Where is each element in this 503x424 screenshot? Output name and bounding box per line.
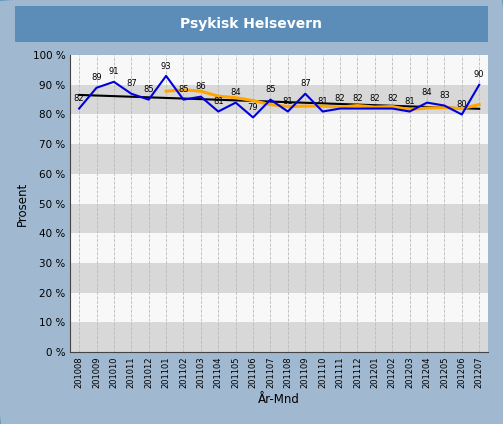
Bar: [70, 114, 488, 144]
Text: 83: 83: [439, 91, 450, 100]
Text: 82: 82: [370, 94, 380, 103]
Text: 81: 81: [213, 97, 224, 106]
Bar: [70, 55, 488, 85]
Bar: [70, 85, 488, 114]
Text: 81: 81: [283, 97, 293, 106]
Text: 81: 81: [317, 97, 328, 106]
Text: 87: 87: [300, 79, 311, 88]
Text: 82: 82: [352, 94, 363, 103]
X-axis label: År-Mnd: År-Mnd: [258, 393, 300, 406]
Bar: [70, 204, 488, 233]
Text: 84: 84: [230, 88, 241, 97]
Text: 82: 82: [334, 94, 346, 103]
Bar: [70, 263, 488, 293]
Text: 80: 80: [457, 100, 467, 109]
Text: 89: 89: [91, 73, 102, 82]
Text: 81: 81: [404, 97, 415, 106]
Text: 93: 93: [161, 61, 172, 70]
Bar: [70, 233, 488, 263]
Text: 85: 85: [143, 85, 154, 94]
Text: 79: 79: [248, 103, 259, 112]
Text: 82: 82: [387, 94, 397, 103]
Text: Psykisk Helsevern: Psykisk Helsevern: [181, 17, 322, 31]
Text: 82: 82: [74, 94, 85, 103]
Y-axis label: Prosent: Prosent: [16, 181, 29, 226]
Text: 84: 84: [422, 88, 433, 97]
Text: 85: 85: [265, 85, 276, 94]
Text: 87: 87: [126, 79, 137, 88]
Text: 86: 86: [196, 82, 206, 91]
Text: 85: 85: [178, 85, 189, 94]
Text: 91: 91: [109, 67, 119, 76]
Bar: [70, 174, 488, 204]
Bar: [70, 144, 488, 174]
Bar: [70, 322, 488, 352]
Text: 90: 90: [474, 70, 484, 79]
Bar: [70, 293, 488, 322]
